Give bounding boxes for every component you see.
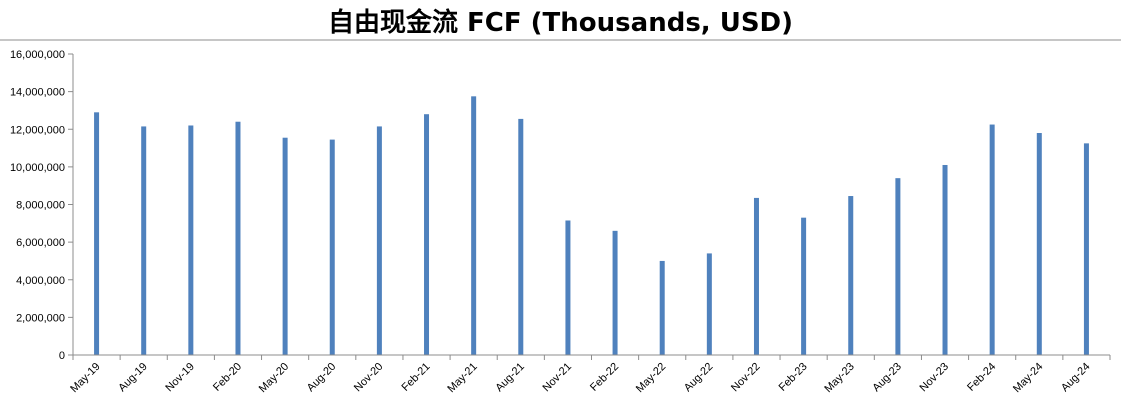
- bar: [706, 253, 712, 355]
- bars: [94, 96, 1089, 355]
- y-axis: 0 2,000,000 4,000,000 6,000,000 8,000,000 10,…: [10, 49, 74, 362]
- y-tick-label: 10,000,000: [10, 162, 65, 174]
- x-tick-label: Aug-23: [870, 361, 904, 395]
- bar: [329, 139, 335, 355]
- bar: [424, 114, 430, 355]
- x-tick-label: May-23: [822, 361, 856, 395]
- bar: [188, 125, 194, 355]
- y-tick-label: 6,000,000: [16, 237, 65, 249]
- x-tick-label: Aug-24: [1059, 361, 1093, 395]
- x-tick-label: Nov-22: [729, 361, 763, 395]
- x-tick-label: Nov-20: [352, 361, 386, 395]
- bar: [1083, 143, 1089, 355]
- chart-title: 自由现金流 FCF (Thousands, USD): [327, 8, 794, 38]
- bar: [612, 230, 618, 355]
- x-tick-label: May-20: [257, 361, 291, 395]
- bar: [471, 96, 477, 355]
- bar: [94, 112, 100, 355]
- x-tick-label: Feb-23: [777, 361, 810, 394]
- bar: [989, 124, 995, 355]
- y-tick-label: 12,000,000: [10, 124, 65, 136]
- x-tick-label: Nov-19: [163, 361, 197, 395]
- bar: [565, 220, 571, 355]
- x-tick-label: Nov-23: [918, 361, 952, 395]
- x-tick-label: May-21: [445, 361, 479, 395]
- bar: [376, 126, 382, 355]
- y-tick-label: 16,000,000: [10, 49, 65, 61]
- y-tick-label: 8,000,000: [16, 200, 65, 212]
- y-tick-label: 0: [59, 350, 65, 362]
- x-tick-label: May-24: [1011, 361, 1045, 395]
- x-tick-label: Nov-21: [540, 361, 574, 395]
- bar: [518, 118, 524, 355]
- bar: [659, 260, 665, 355]
- x-tick-label: Aug-21: [493, 361, 527, 395]
- bar: [942, 164, 948, 355]
- bar: [141, 126, 147, 355]
- y-tick-label: 4,000,000: [16, 275, 65, 287]
- x-tick-label: Feb-20: [211, 361, 244, 394]
- x-tick-label: Aug-22: [682, 361, 716, 395]
- x-tick-label: May-22: [634, 361, 668, 395]
- bar: [895, 178, 901, 355]
- bar: [753, 197, 759, 355]
- y-tick-label: 14,000,000: [10, 87, 65, 99]
- bar: [282, 137, 288, 355]
- x-tick-label: Feb-24: [965, 361, 998, 394]
- bar: [235, 121, 241, 355]
- x-tick-label: Aug-20: [305, 361, 339, 395]
- bar: [848, 196, 854, 355]
- x-tick-label: Feb-22: [588, 361, 621, 394]
- x-axis: May-19 Aug-19 Nov-19 Feb-20 May-20 Aug-20 Nov-…: [68, 354, 1111, 395]
- x-tick-label: Aug-19: [116, 361, 150, 395]
- x-tick-label: May-19: [68, 361, 102, 395]
- bar: [801, 217, 807, 355]
- y-tick-label: 2,000,000: [16, 312, 65, 324]
- bar: [1036, 133, 1042, 355]
- x-tick-label: Feb-21: [400, 361, 433, 394]
